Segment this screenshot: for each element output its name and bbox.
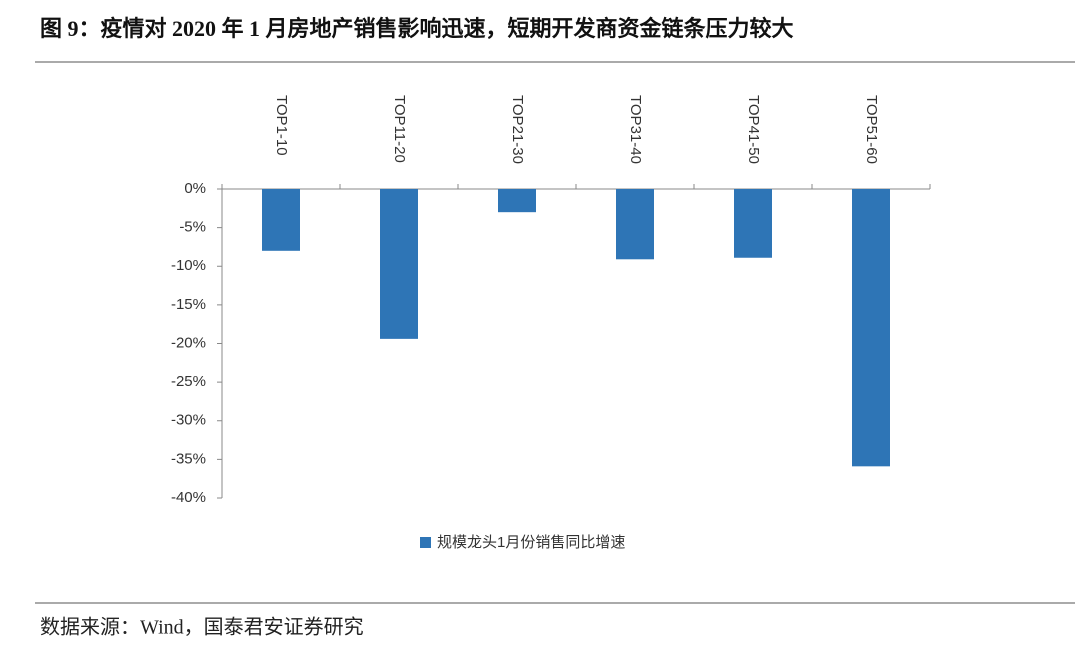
y-tick-label: -5%: [179, 219, 206, 236]
bar: [262, 189, 300, 251]
chart-title: 图 9：疫情对 2020 年 1 月房地产销售影响迅速，短期开发商资金链条压力较…: [40, 16, 794, 41]
y-tick-label: -10%: [171, 257, 206, 274]
x-tick-label: TOP51-60: [863, 95, 880, 164]
x-tick-label: TOP1-10: [273, 95, 290, 156]
x-tick-label: TOP41-50: [745, 95, 762, 164]
y-tick-label: -30%: [171, 412, 206, 429]
x-tick-label: TOP11-20: [391, 95, 408, 163]
bar: [852, 189, 890, 467]
y-tick-label: -25%: [171, 373, 206, 390]
bar: [498, 189, 536, 213]
legend-label: 规模龙头1月份销售同比增速: [437, 534, 625, 551]
x-tick-label: TOP21-30: [509, 95, 526, 164]
legend-swatch: [420, 537, 431, 548]
y-tick-label: -40%: [171, 489, 206, 506]
y-tick-label: -35%: [171, 450, 206, 467]
source: 数据来源：Wind，国泰君安证券研究: [40, 616, 364, 639]
bar: [734, 189, 772, 258]
bar: [616, 189, 654, 260]
bar: [380, 189, 418, 339]
y-tick-label: -20%: [171, 334, 206, 351]
x-tick-label: TOP31-40: [627, 95, 644, 164]
y-tick-label: -15%: [171, 296, 206, 313]
y-tick-label: 0%: [184, 180, 206, 197]
